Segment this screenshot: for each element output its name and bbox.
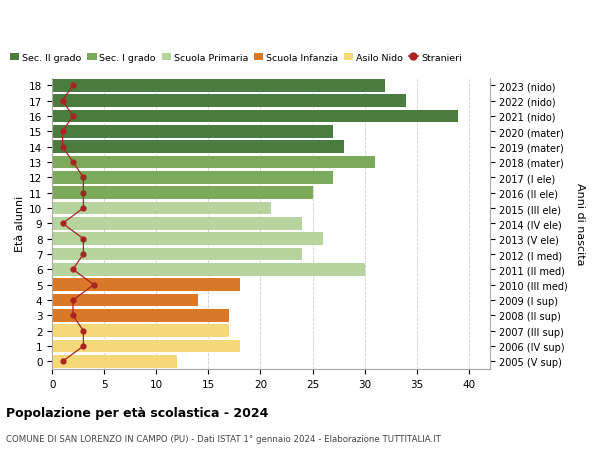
Bar [52, 126, 334, 138]
Bar [52, 218, 302, 230]
Bar [52, 248, 302, 261]
Text: COMUNE DI SAN LORENZO IN CAMPO (PU) - Dati ISTAT 1° gennaio 2024 - Elaborazione : COMUNE DI SAN LORENZO IN CAMPO (PU) - Da… [6, 434, 441, 443]
Bar [52, 187, 313, 200]
Bar [52, 325, 229, 337]
Bar [52, 294, 198, 307]
Text: Popolazione per età scolastica - 2024: Popolazione per età scolastica - 2024 [6, 406, 268, 419]
Bar [52, 233, 323, 246]
Bar [52, 340, 239, 353]
Bar [52, 141, 344, 154]
Bar [52, 157, 375, 169]
Bar [52, 111, 458, 123]
Bar [52, 95, 406, 108]
Y-axis label: Età alunni: Età alunni [15, 196, 25, 252]
Y-axis label: Anni di nascita: Anni di nascita [575, 183, 585, 265]
Bar [52, 263, 365, 276]
Bar [52, 309, 229, 322]
Bar [52, 355, 177, 368]
Bar [52, 202, 271, 215]
Legend: Sec. II grado, Sec. I grado, Scuola Primaria, Scuola Infanzia, Asilo Nido, Stran: Sec. II grado, Sec. I grado, Scuola Prim… [6, 50, 466, 66]
Bar [52, 172, 334, 184]
Bar [52, 279, 239, 291]
Bar [52, 80, 385, 92]
